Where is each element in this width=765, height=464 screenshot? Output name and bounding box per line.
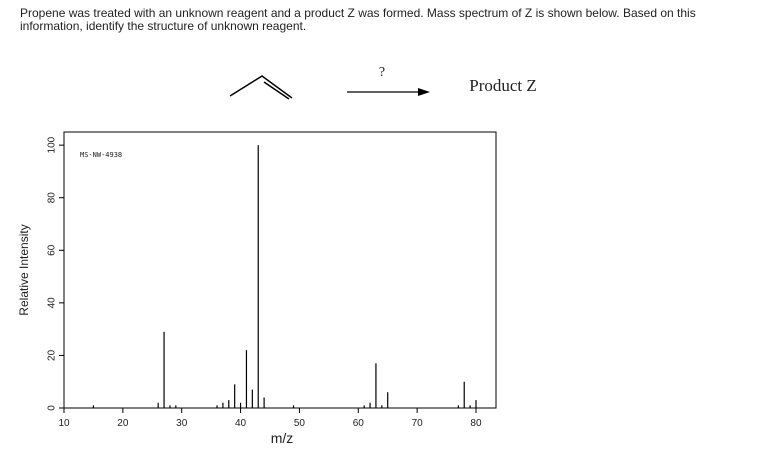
y-tick-label: 80 bbox=[47, 192, 58, 204]
arrowhead bbox=[418, 88, 430, 96]
y-tick-label: 20 bbox=[47, 349, 58, 361]
x-tick-label: 30 bbox=[176, 418, 188, 429]
x-tick-label: 80 bbox=[470, 418, 482, 429]
x-tick-label: 40 bbox=[235, 418, 247, 429]
x-tick-label: 70 bbox=[412, 418, 424, 429]
x-tick-label: 60 bbox=[353, 418, 365, 429]
x-tick-label: 50 bbox=[294, 418, 306, 429]
y-tick-label: 100 bbox=[47, 136, 58, 153]
y-tick-label: 60 bbox=[47, 244, 58, 256]
x-tick-label: 10 bbox=[58, 418, 70, 429]
product-label: Product Z bbox=[469, 76, 537, 95]
x-tick-label: 20 bbox=[117, 418, 129, 429]
reagent: ? bbox=[379, 65, 385, 80]
propene bbox=[229, 75, 293, 99]
y-tick-label: 0 bbox=[47, 405, 58, 411]
plot-frame bbox=[63, 131, 497, 409]
propene-double-bond bbox=[263, 81, 290, 100]
annotation: MS-NW-4938 bbox=[80, 151, 122, 159]
y-axis-label: Relative Intensity bbox=[17, 224, 31, 315]
y-tick-label: 40 bbox=[47, 297, 58, 309]
x-axis-label: m/z bbox=[271, 430, 294, 446]
question: Propene was treated with an unknown reag… bbox=[20, 6, 696, 33]
